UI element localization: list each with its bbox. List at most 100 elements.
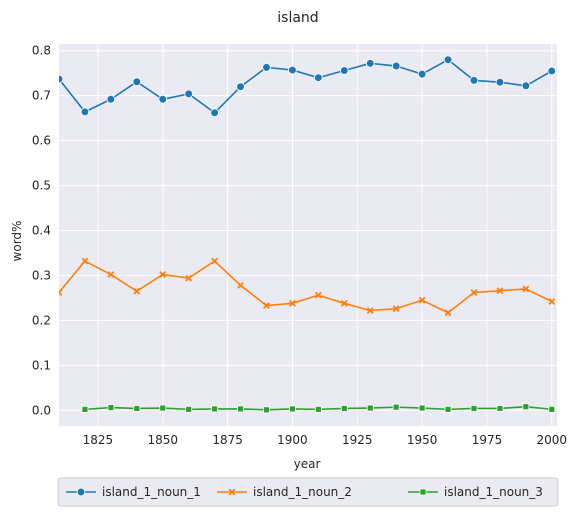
data-point	[314, 405, 322, 413]
y-axis-label: word%	[10, 221, 24, 262]
data-point	[444, 309, 452, 317]
data-point	[365, 59, 375, 68]
data-point	[496, 405, 504, 412]
x-tick-label: 1825	[83, 433, 114, 447]
data-point	[263, 302, 270, 309]
x-axis-label: year	[294, 457, 321, 471]
legend: island_1_noun_1 island_1_noun_2 island_1_n…	[57, 477, 559, 507]
data-point	[418, 404, 426, 412]
legend-entry: island_1_noun_3	[408, 485, 543, 499]
data-point	[211, 405, 219, 413]
series-3	[81, 403, 556, 414]
data-point	[444, 405, 452, 413]
x-tick-label: 1975	[472, 433, 503, 447]
legend-entry: island_1_noun_1	[66, 485, 201, 499]
data-point	[133, 405, 141, 412]
x-tick-label: 1900	[277, 433, 308, 447]
data-point	[236, 82, 245, 91]
legend-marker	[419, 488, 427, 496]
y-tick-label: 0.6	[32, 134, 51, 148]
data-point	[496, 287, 504, 295]
data-point	[210, 108, 219, 118]
data-point	[81, 405, 89, 413]
y-tick-label: 0.2	[32, 313, 51, 327]
data-point	[289, 299, 296, 307]
data-point	[314, 291, 322, 299]
data-point	[418, 296, 426, 304]
data-point	[107, 271, 115, 278]
data-point	[159, 404, 167, 412]
data-point	[548, 298, 556, 305]
data-point	[184, 89, 193, 99]
x-tick-label: 2000	[537, 433, 568, 447]
data-point	[548, 405, 556, 413]
legend-marker	[228, 488, 236, 496]
data-point	[314, 73, 323, 83]
data-point	[80, 107, 90, 117]
data-point	[495, 77, 505, 87]
plot-area	[59, 44, 557, 426]
x-tick-labels: 1825 1850 1875 1900 1925 1950 1975 2000	[83, 433, 567, 447]
x-tick-label: 1950	[407, 433, 438, 447]
y-tick-label: 0.0	[32, 403, 51, 417]
series-1	[59, 55, 557, 118]
data-point	[417, 69, 427, 79]
data-point	[132, 77, 142, 87]
y-tick-label: 0.5	[32, 179, 51, 193]
data-point	[522, 285, 530, 293]
grid-lines	[59, 44, 557, 426]
legend-items: island_1_noun_1 island_1_noun_2 island_1_n…	[66, 485, 543, 499]
legend-label: island_1_noun_1	[102, 485, 201, 499]
data-point	[340, 405, 348, 412]
y-tick-label: 0.1	[32, 358, 51, 372]
series-layer	[59, 55, 557, 414]
data-point	[133, 287, 141, 295]
data-point	[158, 94, 168, 104]
data-point	[521, 81, 531, 91]
data-point	[392, 305, 400, 313]
data-point	[366, 404, 374, 412]
data-point	[185, 274, 193, 282]
legend-label: island_1_noun_2	[253, 485, 352, 499]
data-point	[211, 257, 219, 265]
series-line	[59, 58, 553, 114]
data-point	[262, 63, 271, 72]
data-point	[106, 94, 116, 104]
data-point	[470, 405, 478, 412]
data-point	[547, 66, 557, 76]
legend-marker	[76, 487, 86, 497]
data-point	[81, 257, 89, 265]
data-point	[237, 281, 244, 289]
y-tick-label: 0.8	[32, 44, 51, 58]
data-point	[237, 405, 244, 413]
data-point	[263, 406, 270, 414]
data-point	[522, 403, 530, 411]
data-point	[443, 55, 453, 65]
chart-title: island	[277, 10, 318, 26]
x-tick-label: 1850	[147, 433, 178, 447]
data-point	[289, 405, 296, 413]
data-point	[470, 289, 478, 296]
legend-label: island_1_noun_3	[444, 485, 543, 499]
data-point	[159, 271, 167, 278]
data-point	[59, 74, 64, 84]
y-tick-label: 0.4	[32, 224, 51, 238]
data-point	[340, 66, 349, 75]
data-point	[469, 76, 479, 85]
x-tick-label: 1875	[212, 433, 243, 447]
series-2	[59, 257, 556, 317]
data-point	[366, 307, 374, 314]
data-point	[288, 65, 297, 75]
data-point	[391, 61, 401, 71]
x-tick-label: 1925	[342, 433, 373, 447]
data-point	[107, 404, 115, 411]
y-tick-labels: 0.0 0.1 0.2 0.3 0.4 0.5 0.6 0.7 0.8	[32, 44, 51, 418]
legend-entry: island_1_noun_2	[217, 485, 352, 499]
legend-frame	[57, 477, 559, 507]
data-point	[392, 403, 400, 411]
y-tick-label: 0.7	[32, 89, 51, 103]
data-point	[340, 299, 348, 307]
data-point	[185, 405, 193, 413]
y-tick-label: 0.3	[32, 268, 51, 282]
